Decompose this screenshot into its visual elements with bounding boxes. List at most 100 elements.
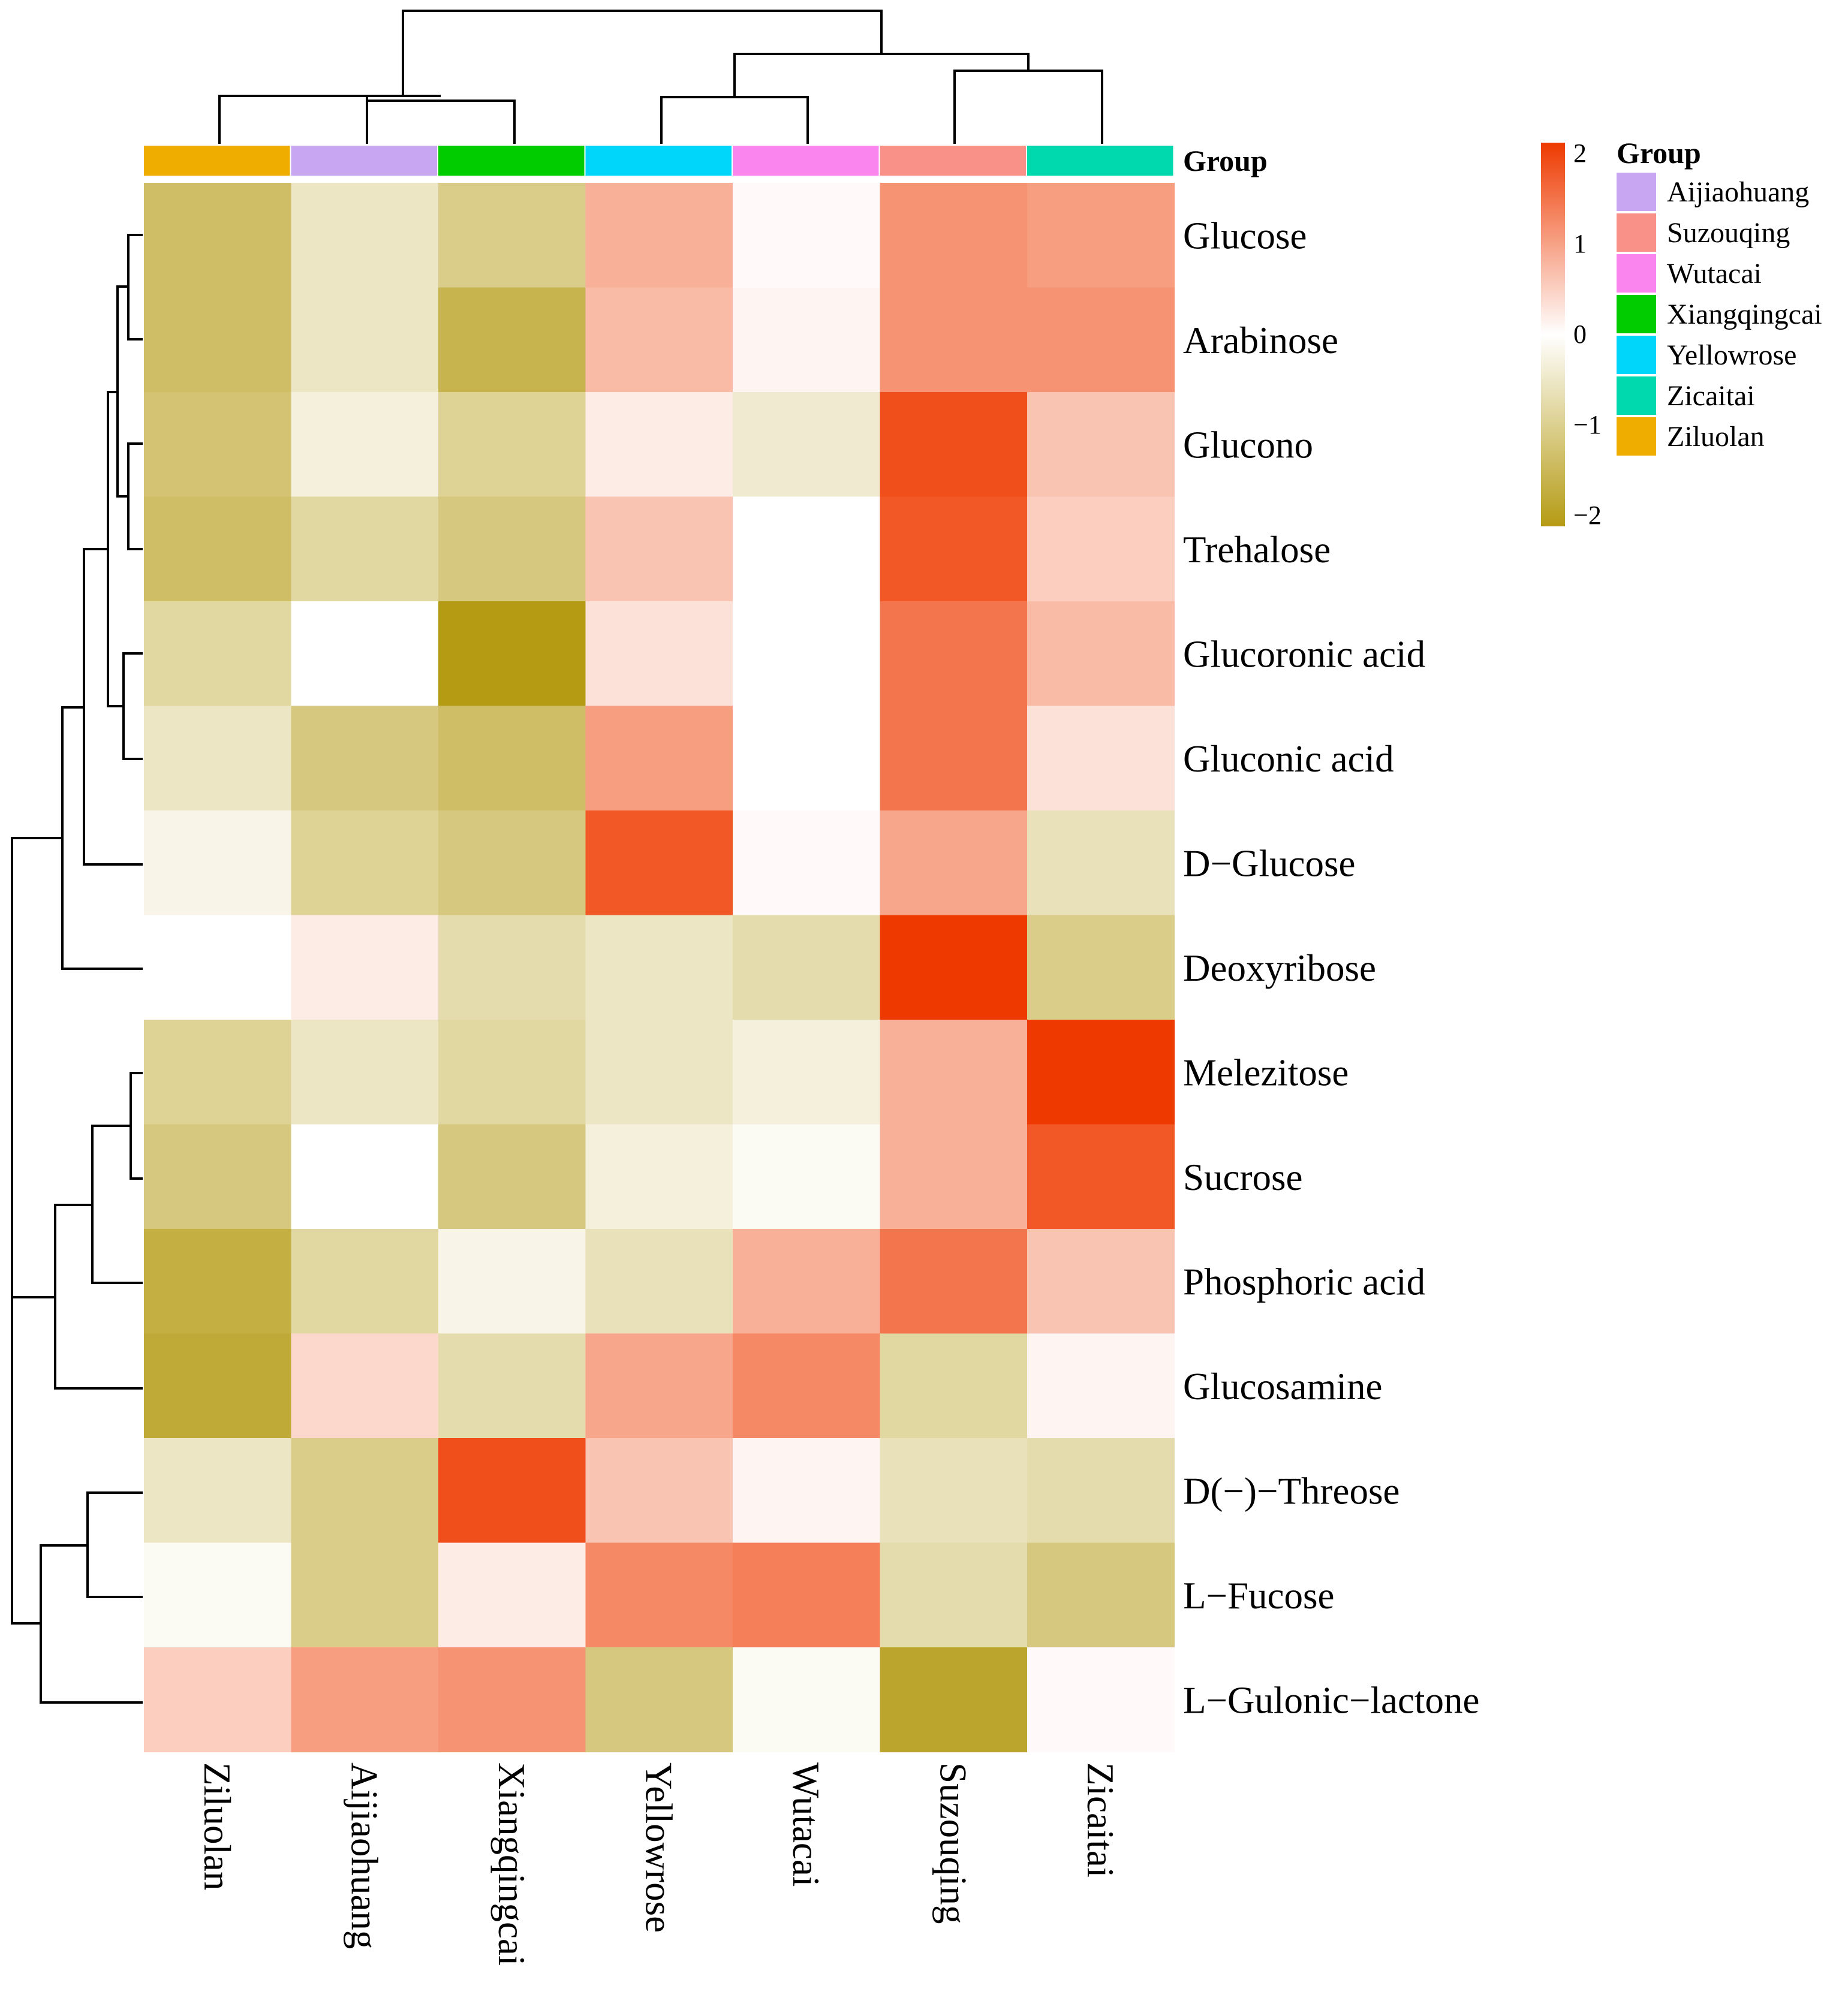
legend-swatch-aijiaohuang [1617,173,1656,211]
row-label-d-threose: D(−)−Threose [1183,1470,1399,1512]
cell-arabinose-ziluolan [144,287,292,393]
color-scale-ticks: 2 1 0 −1 −2 [1573,138,1602,530]
scale-tick-label: −2 [1573,501,1602,530]
color-scale-bar [1541,143,1565,526]
cell-phosphoric-acid-ziluolan [144,1229,292,1334]
cell-deoxyribose-suzouqing [880,915,1028,1020]
dendro-row-join-gulonic [40,1544,143,1704]
cell-d-threose-suzouqing [880,1438,1028,1544]
cell-deoxyribose-ziluolan [144,915,292,1020]
cell-d-glucose-suzouqing [880,810,1028,916]
cell-glucono-xiangqingcai [438,392,586,498]
cell-glucosamine-wutacai [733,1333,881,1439]
cell-l-gulonic-lactone-wutacai [733,1647,881,1753]
column-labels: Ziluolan Aijiaohuang Xiangqingcai Yellowros… [196,1762,1121,1966]
cell-trehalose-aijiaohuang [291,496,439,602]
cell-deoxyribose-xiangqingcai [438,915,586,1020]
column-annotation-bar [144,146,1173,176]
annotation-cell-suzouqing [880,146,1026,176]
annotation-cell-zicaitai [1027,146,1173,176]
cell-d-glucose-ziluolan [144,810,292,916]
cell-arabinose-yellowrose [585,287,733,393]
cell-d-threose-aijiaohuang [291,1438,439,1544]
dendro-link-aijiaohuang-xiangqingcai [366,100,516,144]
cell-l-fucose-zicaitai [1027,1542,1175,1648]
dendro-row-root-left [11,837,62,1625]
cell-glucono-zicaitai [1027,392,1175,498]
legend-swatch-wutacai [1617,254,1656,293]
cell-melezitose-ziluolan [144,1020,292,1125]
cell-glucoronic-acid-xiangqingcai [438,601,586,707]
cell-glucose-zicaitai [1027,183,1175,288]
cell-l-gulonic-lactone-ziluolan [144,1647,292,1753]
legend-swatch-yellowrose [1617,336,1656,374]
cell-phosphoric-acid-suzouqing [880,1229,1028,1334]
cell-gluconic-acid-suzouqing [880,706,1028,811]
cell-glucose-aijiaohuang [291,183,439,288]
row-label-trehalose: Trehalose [1183,529,1331,571]
annotation-cell-aijiaohuang [291,146,437,176]
legend-label-zicaitai: Zicaitai [1667,380,1755,412]
cell-melezitose-suzouqing [880,1020,1028,1125]
cell-arabinose-aijiaohuang [291,287,439,393]
cell-l-gulonic-lactone-suzouqing [880,1647,1028,1753]
legend-swatch-zicaitai [1617,376,1656,415]
cell-glucoronic-acid-wutacai [733,601,881,707]
cell-l-gulonic-lactone-zicaitai [1027,1647,1175,1753]
cell-arabinose-xiangqingcai [438,287,586,393]
cell-l-fucose-wutacai [733,1542,881,1648]
cell-deoxyribose-aijiaohuang [291,915,439,1020]
row-label-glucose: Glucose [1183,215,1307,257]
cell-melezitose-zicaitai [1027,1020,1175,1125]
cell-glucosamine-suzouqing [880,1333,1028,1439]
column-label-ziluolan: Ziluolan [196,1762,238,1890]
cell-l-gulonic-lactone-yellowrose [585,1647,733,1753]
legend-title: Group [1617,136,1701,170]
column-label-suzouqing: Suzouqing [932,1762,974,1924]
cell-l-fucose-xiangqingcai [438,1542,586,1648]
cell-glucose-ziluolan [144,183,292,288]
dendro-link-yellowrose-wutacai [660,96,809,144]
legend-swatch-ziluolan [1617,417,1656,456]
scale-tick-label: 0 [1573,320,1587,349]
row-label-l-gulonic-lactone: L−Gulonic−lactone [1183,1679,1479,1721]
cell-d-glucose-aijiaohuang [291,810,439,916]
annotation-cell-xiangqingcai [438,146,585,176]
scale-tick-label: −1 [1573,410,1602,439]
dendro-row-pair-join [116,285,128,498]
row-label-glucosamine: Glucosamine [1183,1366,1382,1408]
cell-glucoronic-acid-ziluolan [144,601,292,707]
cell-sucrose-yellowrose [585,1124,733,1230]
cell-glucose-wutacai [733,183,881,288]
cell-sucrose-zicaitai [1027,1124,1175,1230]
cell-glucosamine-zicaitai [1027,1333,1175,1439]
cell-glucose-yellowrose [585,183,733,288]
cell-trehalose-xiangqingcai [438,496,586,602]
cell-glucoronic-acid-yellowrose [585,601,733,707]
cell-d-threose-yellowrose [585,1438,733,1544]
legend-label-wutacai: Wutacai [1667,258,1762,290]
column-label-xiangqingcai: Xiangqingcai [490,1762,532,1966]
column-label-aijiaohuang: Aijiaohuang [343,1762,385,1949]
row-label-deoxyribose: Deoxyribose [1183,947,1376,989]
row-label-sucrose: Sucrose [1183,1156,1302,1198]
dendro-row-join-acids [107,391,124,707]
cell-melezitose-xiangqingcai [438,1020,586,1125]
cell-d-threose-zicaitai [1027,1438,1175,1544]
cell-phosphoric-acid-xiangqingcai [438,1229,586,1334]
row-labels: Glucose Arabinose Glucono Trehalose Glucoron… [1183,215,1479,1721]
annotation-label: Group [1183,144,1268,177]
scale-tick-label: 1 [1573,229,1587,258]
cell-phosphoric-acid-yellowrose [585,1229,733,1334]
cell-deoxyribose-yellowrose [585,915,733,1020]
cell-glucose-xiangqingcai [438,183,586,288]
dendro-row-join-phosphoric [91,1125,143,1284]
cell-melezitose-aijiaohuang [291,1020,439,1125]
cell-melezitose-wutacai [733,1020,881,1125]
cell-sucrose-ziluolan [144,1124,292,1230]
cell-d-glucose-wutacai [733,810,881,916]
cell-d-threose-xiangqingcai [438,1438,586,1544]
cell-glucoronic-acid-suzouqing [880,601,1028,707]
cell-d-glucose-zicaitai [1027,810,1175,916]
